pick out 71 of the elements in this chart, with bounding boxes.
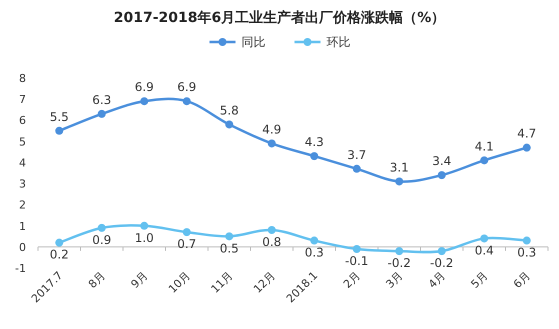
data-label: 1.0 <box>134 230 154 245</box>
data-label: 0.8 <box>262 235 282 249</box>
point <box>522 144 531 152</box>
point <box>268 139 276 148</box>
x-tick-label: 12月 <box>251 268 278 296</box>
y-tick-label: 8 <box>19 72 26 85</box>
point <box>480 156 488 164</box>
point <box>310 236 318 245</box>
point <box>182 97 191 106</box>
data-label: 0.2 <box>50 248 69 262</box>
point <box>522 236 531 245</box>
data-label: 4.9 <box>262 122 282 136</box>
legend-label: 同比 <box>242 35 266 49</box>
point <box>268 226 276 234</box>
x-tick-label: 3月 <box>383 268 406 291</box>
y-tick-label: 1 <box>19 220 26 233</box>
point <box>225 120 234 128</box>
point <box>98 110 106 118</box>
point <box>310 152 318 160</box>
point <box>225 232 234 240</box>
data-label: -0.1 <box>345 254 368 268</box>
y-tick-label: -1 <box>15 262 26 275</box>
y-tick-label: 3 <box>19 178 26 191</box>
point <box>352 245 361 253</box>
point <box>395 247 404 256</box>
point <box>352 164 361 173</box>
x-tick-label: 5月 <box>468 268 490 291</box>
data-label: 0.3 <box>304 246 324 260</box>
data-label: 4.3 <box>304 135 324 150</box>
point <box>140 222 148 230</box>
data-label: 3.4 <box>432 154 452 168</box>
data-label: 4.7 <box>517 126 536 141</box>
point <box>182 228 191 236</box>
data-label: 0.9 <box>92 232 112 247</box>
point <box>438 171 446 180</box>
point <box>98 224 106 232</box>
point <box>438 247 446 256</box>
data-label: 3.7 <box>347 148 366 162</box>
y-tick-label: 5 <box>19 135 26 148</box>
point <box>480 234 488 242</box>
data-label: 6.3 <box>92 92 112 107</box>
point <box>55 126 64 135</box>
x-tick-label: 6月 <box>510 268 533 291</box>
data-label: 3.1 <box>390 160 409 174</box>
data-label: 5.5 <box>50 110 69 124</box>
chart-title: 2017-2018年6月工业生产者出厂价格涨跌幅（%） <box>114 9 446 26</box>
data-label: -0.2 <box>430 256 454 270</box>
y-tick-label: 6 <box>19 114 26 128</box>
point <box>395 177 404 186</box>
x-tick-label: 8月 <box>86 268 108 291</box>
data-label: 0.4 <box>474 243 494 258</box>
x-tick-label: 4月 <box>426 268 448 291</box>
data-label: -0.2 <box>388 256 411 270</box>
data-label: 6.9 <box>177 80 196 94</box>
y-tick-label: 2 <box>19 198 26 212</box>
point <box>140 97 148 106</box>
data-label: 4.1 <box>474 139 494 154</box>
data-label: 0.7 <box>177 237 196 252</box>
y-tick-label: 4 <box>19 156 26 170</box>
legend-label: 环比 <box>326 35 350 49</box>
y-tick-label: 7 <box>19 93 26 106</box>
x-tick-label: 2月 <box>340 268 363 291</box>
x-tick-label: 11月 <box>208 268 236 296</box>
data-label: 6.9 <box>134 80 154 94</box>
point <box>55 238 64 247</box>
data-label: 5.8 <box>220 103 239 118</box>
x-tick-label: 10月 <box>166 268 193 296</box>
x-tick-label: 9月 <box>128 268 150 291</box>
data-label: 0.5 <box>220 241 239 256</box>
data-label: 0.3 <box>517 246 536 260</box>
y-tick-label: 0 <box>19 240 26 254</box>
